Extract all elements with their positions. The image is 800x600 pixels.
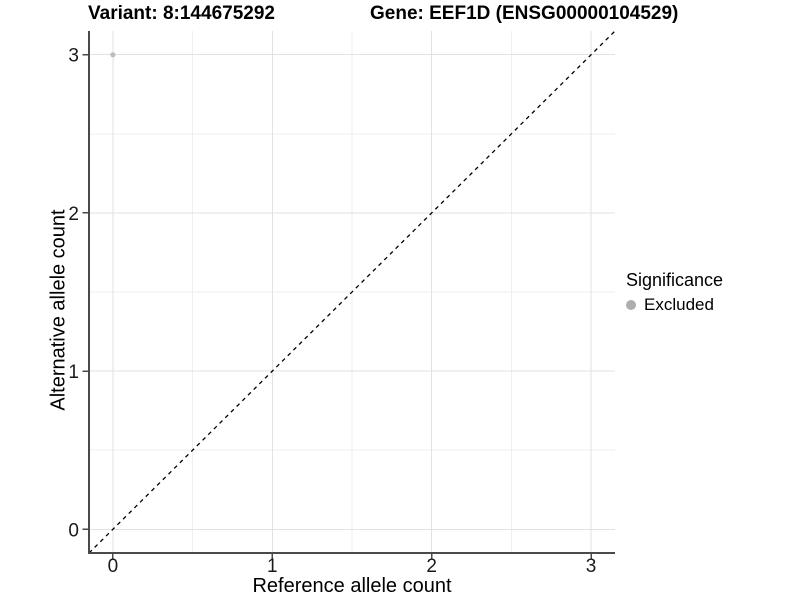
y-tick-label: 2 xyxy=(68,204,79,225)
y-tick-label: 3 xyxy=(68,46,79,67)
y-tick-label: 0 xyxy=(68,520,79,541)
plot-title-gene: Gene: EEF1D (ENSG00000104529) xyxy=(370,3,679,24)
x-tick-label: 3 xyxy=(586,556,597,577)
legend-item-excluded: Excluded xyxy=(626,295,723,315)
identity-reference-line xyxy=(88,30,616,554)
data-point xyxy=(110,52,116,58)
legend-item-label: Excluded xyxy=(644,295,714,314)
legend: Significance Excluded xyxy=(626,270,723,315)
legend-key-dot-icon xyxy=(626,300,636,310)
x-tick-label: 1 xyxy=(267,556,278,577)
legend-title: Significance xyxy=(626,270,724,290)
x-axis-title: Reference allele count xyxy=(252,575,452,597)
x-tick-label: 2 xyxy=(426,556,437,577)
y-tick-label: 1 xyxy=(68,362,79,383)
plot-title-variant: Variant: 8:144675292 xyxy=(88,3,275,24)
x-tick-label: 0 xyxy=(108,556,119,577)
